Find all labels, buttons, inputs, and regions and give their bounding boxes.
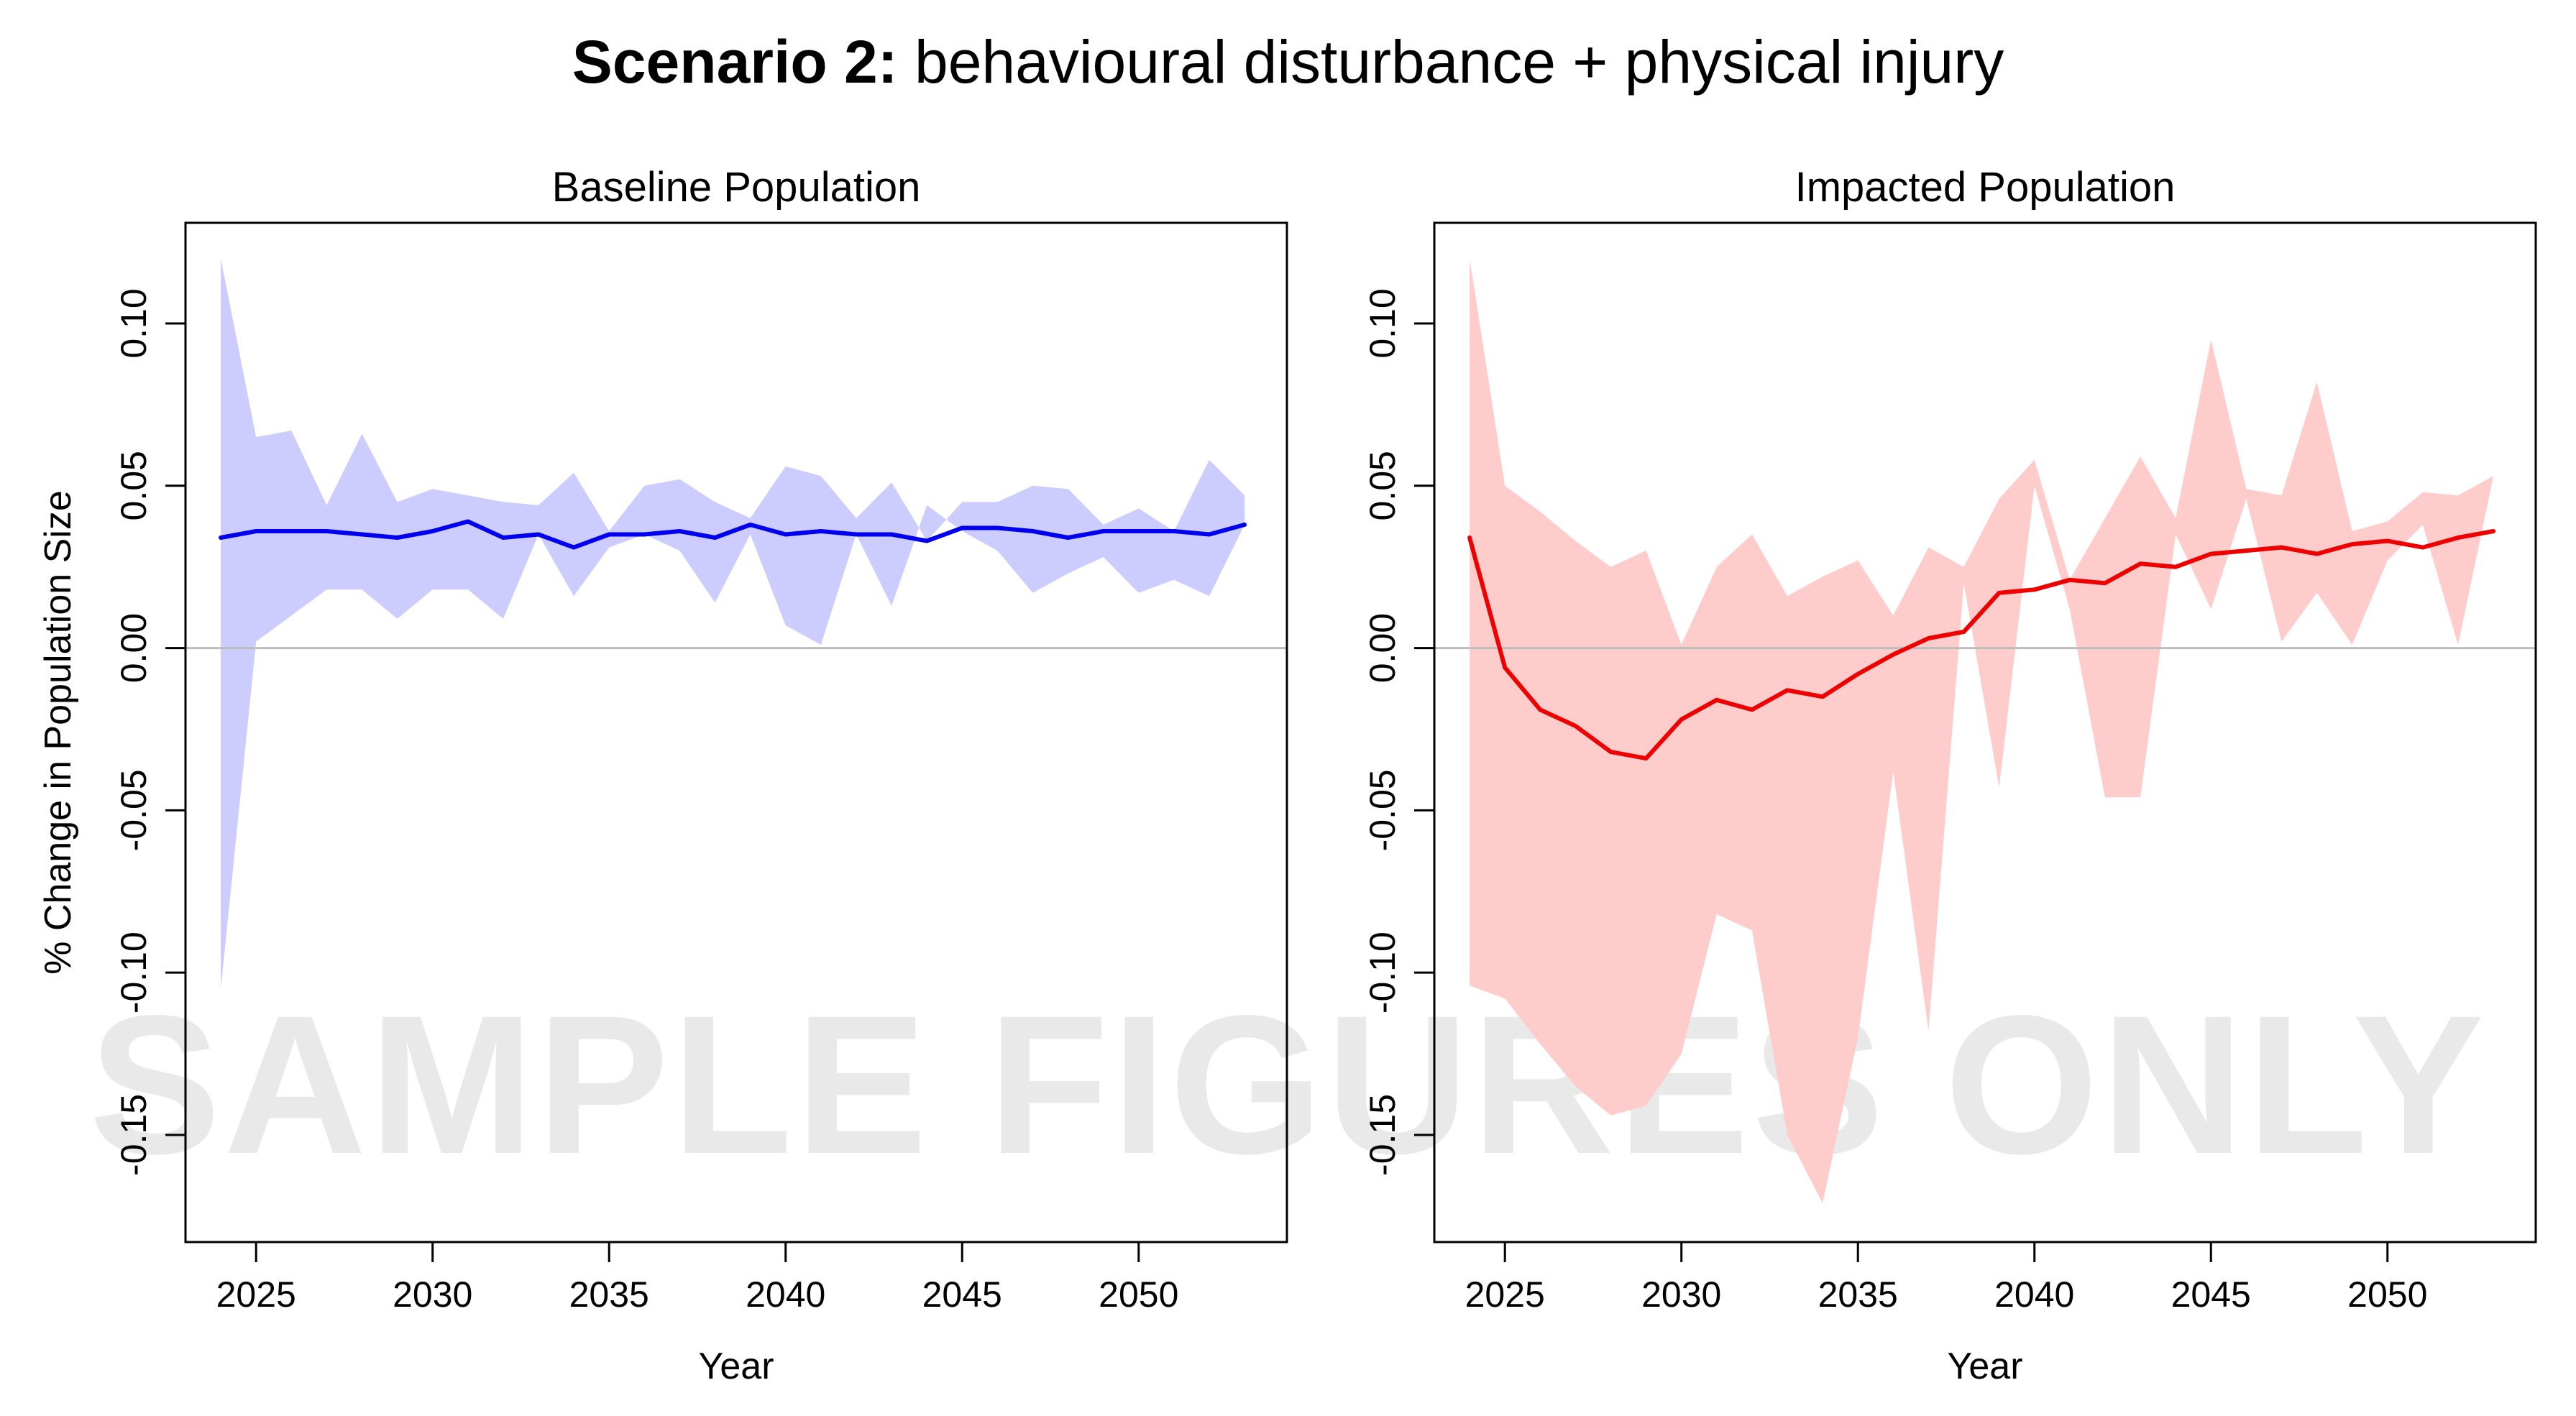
x-tick-label: 2030: [393, 1274, 472, 1315]
x-tick-label: 2040: [1994, 1274, 2074, 1315]
x-tick-label: 2025: [1465, 1274, 1545, 1315]
x-tick-label: 2040: [746, 1274, 825, 1315]
x-tick-label: 2025: [216, 1274, 296, 1315]
panel-title: Baseline Population: [552, 164, 921, 211]
mean-line: [1467, 529, 2496, 761]
y-tick-label: 0.00: [1362, 613, 1403, 683]
x-tick-label: 2035: [1818, 1274, 1898, 1315]
confidence-band: [221, 258, 1245, 989]
y-tick-label: 0.05: [1362, 451, 1403, 520]
chart-panel-2: Impacted Population 2025 2030 2035 2040 2045 2…: [1362, 164, 2537, 1387]
y-tick-label: -0.05: [114, 769, 154, 851]
mean-line: [219, 519, 1247, 550]
x-tick-label: 2050: [2347, 1274, 2427, 1315]
y-tick-label: -0.15: [114, 1094, 154, 1176]
figure-title-bold: Scenario 2:: [572, 28, 898, 96]
x-tick-label: 2035: [569, 1274, 649, 1315]
x-tick-label: 2045: [922, 1274, 1002, 1315]
figure-title: Scenario 2: behavioural disturbance + ph…: [0, 26, 2576, 98]
figure-title-normal: behavioural disturbance + physical injur…: [897, 28, 2004, 96]
y-axis-label: % Change in Population Size: [37, 490, 79, 975]
x-tick-label: 2030: [1641, 1274, 1721, 1315]
x-tick-label: 2045: [2171, 1274, 2251, 1315]
y-tick-label: 0.10: [114, 288, 154, 358]
y-tick-label: -0.10: [114, 932, 154, 1013]
x-tick-label: 2050: [1099, 1274, 1178, 1315]
y-tick-label: 0.05: [114, 451, 154, 520]
chart-panel-1: Baseline Population 2025 2030 2035 2040 2045 2…: [37, 164, 1288, 1387]
y-tick-label: -0.05: [1362, 769, 1403, 851]
y-tick-label: 0.00: [114, 613, 154, 683]
y-tick-label: -0.15: [1362, 1094, 1403, 1176]
confidence-band: [1470, 258, 2494, 1203]
y-tick-label: -0.10: [1362, 932, 1403, 1013]
y-tick-label: 0.10: [1362, 288, 1403, 358]
x-axis-label: Year: [1947, 1346, 2022, 1387]
plot-frame: [184, 221, 1288, 1243]
panel-title: Impacted Population: [1795, 164, 2176, 211]
x-axis-label: Year: [698, 1346, 774, 1387]
